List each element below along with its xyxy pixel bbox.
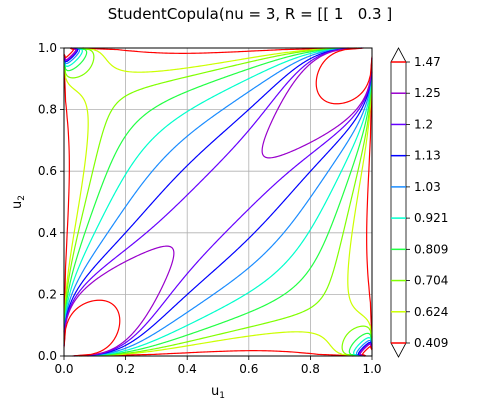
colorbar-tick-label: 1.13: [414, 149, 441, 163]
x-tick-label: 0.2: [116, 362, 135, 376]
y-tick-label: 0.0: [38, 349, 57, 363]
x-tick-label: 0.4: [178, 362, 197, 376]
x-tick-label: 1.0: [362, 362, 381, 376]
x-tick-label: 0.0: [54, 362, 73, 376]
colorbar-tick-label: 1.03: [414, 180, 441, 194]
plot-frame: [63, 47, 373, 357]
y-axis: 0.0 0.2 0.4 0.6 0.8 1.0: [38, 41, 64, 363]
colorbar: 0.409 0.624 0.704 0.809 0.921 1.03 1.13 1.2 1.25…: [390, 47, 448, 358]
contour-line-4: [63, 47, 373, 357]
contour-lines: [63, 47, 373, 357]
y-tick-label: 0.4: [38, 226, 57, 240]
colorbar-tick-label: 1.47: [414, 55, 441, 69]
y-axis-label-subscript: 2: [17, 195, 27, 201]
chart-title: StudentCopula(nu = 3, R = [[ 1 0.3 ]: [107, 5, 393, 23]
colorbar-tick-label: 0.809: [414, 242, 448, 256]
colorbar-tick-label: 0.704: [414, 274, 448, 288]
colorbar-tick-label: 1.2: [414, 117, 433, 131]
y-tick-label: 1.0: [38, 41, 57, 55]
colorbar-extend-bottom: [390, 342, 407, 358]
y-tick-label: 0.8: [38, 103, 57, 117]
colorbar-tick-label: 0.921: [414, 211, 448, 225]
colorbar-frame: [390, 61, 407, 344]
colorbar-tick-label: 0.624: [414, 305, 448, 319]
y-tick-label: 0.2: [38, 287, 57, 301]
x-axis-label: u1: [211, 384, 225, 400]
y-axis-label: u2: [10, 195, 27, 209]
x-axis-label-subscript: 1: [219, 391, 225, 400]
y-tick-label: 0.6: [38, 164, 57, 178]
x-axis: 0.0 0.2 0.4 0.6 0.8 1.0: [54, 356, 382, 376]
colorbar-tick-label: 1.25: [414, 86, 441, 100]
colorbar-tick-label: 0.409: [414, 336, 448, 350]
colorbar-extend-top: [390, 47, 407, 63]
x-tick-label: 0.8: [301, 362, 320, 376]
x-tick-label: 0.6: [239, 362, 258, 376]
